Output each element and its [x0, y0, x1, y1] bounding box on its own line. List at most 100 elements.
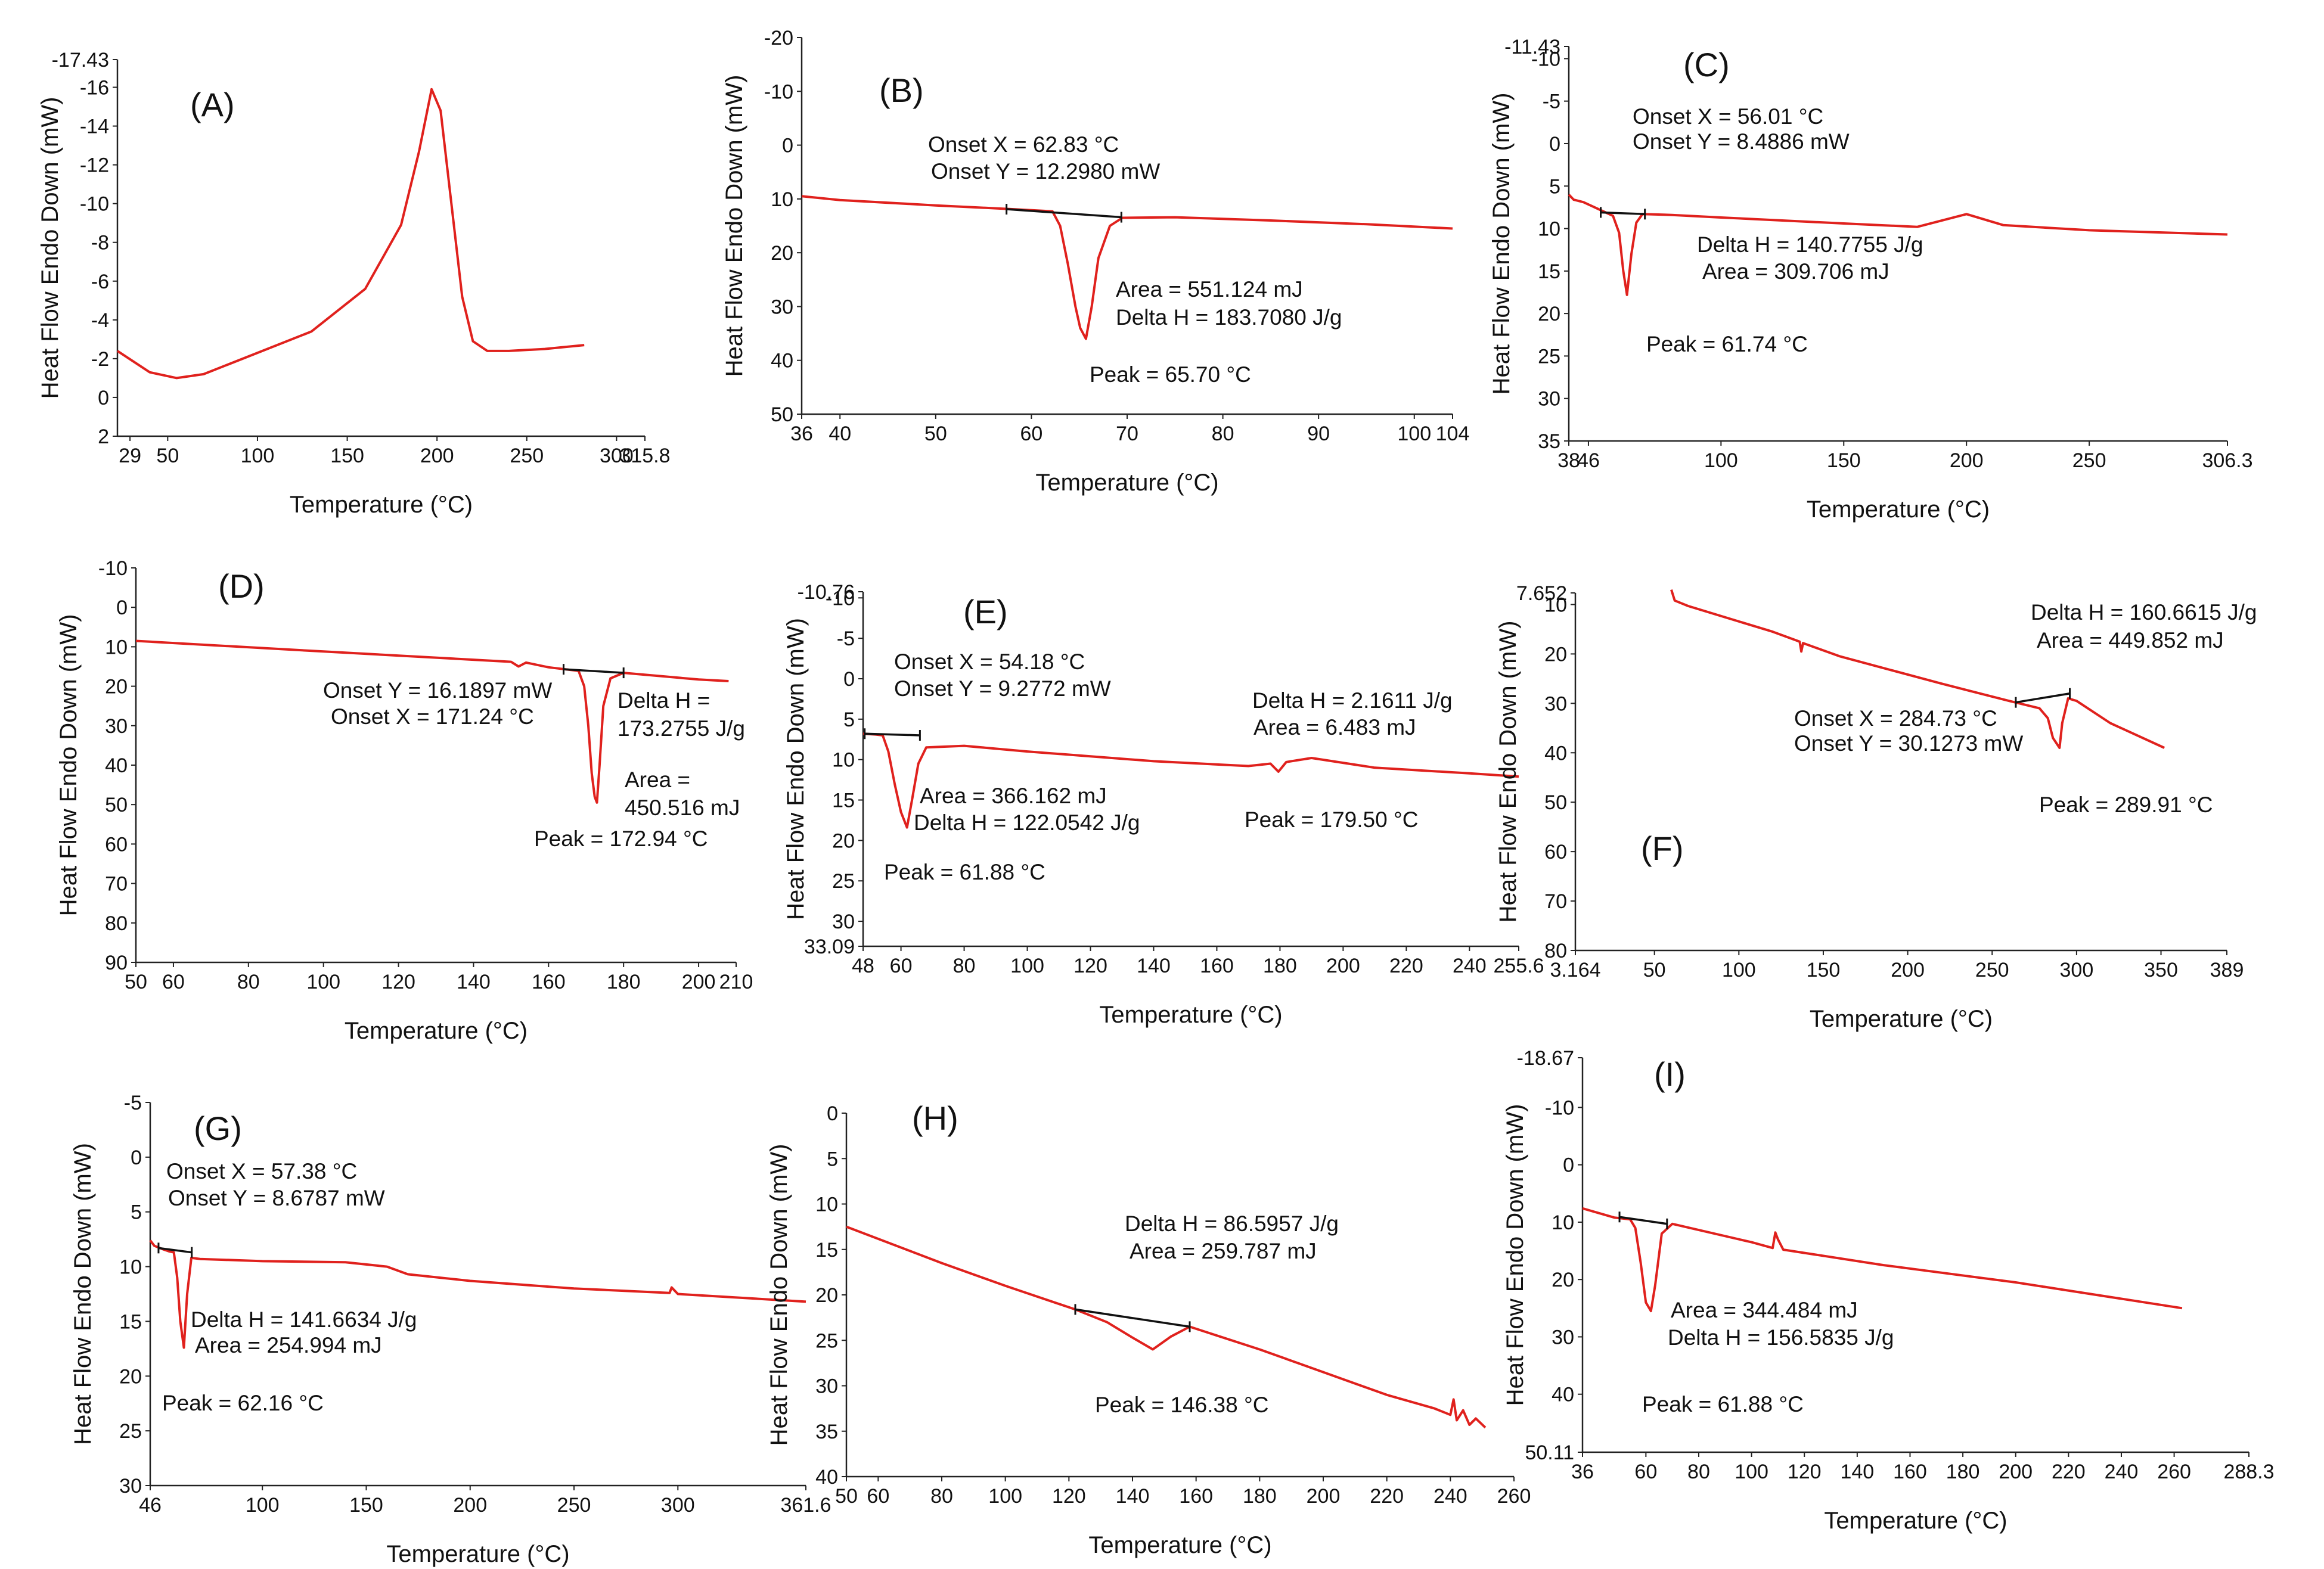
annotation-text: Peak = 179.50 °C	[1245, 807, 1418, 832]
x-tick-label: 40	[829, 422, 851, 445]
x-tick-label: 200	[1891, 959, 1925, 981]
x-tick-label: 50	[835, 1485, 858, 1508]
y-tick-label: 0	[1563, 1154, 1574, 1177]
x-axis-title: Temperature (°C)	[1035, 470, 1218, 496]
dsc-curve	[846, 1225, 1487, 1429]
annotation-text: Peak = 61.88 °C	[884, 860, 1045, 884]
y-tick-label: -5	[837, 627, 855, 650]
x-tick-label: 46	[1577, 449, 1600, 472]
integration-baseline	[864, 732, 920, 737]
y-tick-label: 40	[771, 350, 793, 372]
annotation-text: Onset Y = 12.2980 mW	[931, 159, 1160, 184]
annotation-text: Onset X = 56.01 °C	[1633, 104, 1823, 129]
x-tick-label: 50	[156, 445, 179, 467]
annotation-text: Delta H = 86.5957 J/g	[1125, 1211, 1339, 1236]
annotation-text: Onset X = 57.38 °C	[166, 1159, 357, 1183]
x-tick-label: 3.164	[1550, 959, 1600, 981]
y-tick-label: 80	[105, 912, 128, 935]
x-tick-label: 260	[1497, 1485, 1531, 1508]
y-tick-label: 80	[1544, 940, 1567, 962]
x-tick-label: 50	[924, 422, 947, 445]
y-tick-label: 5	[843, 709, 855, 731]
x-tick-label: 240	[1453, 955, 1487, 977]
x-tick-label: 100	[1704, 449, 1738, 472]
y-tick-label: 20	[1538, 303, 1560, 325]
x-tick-label: 60	[890, 955, 913, 977]
x-tick-label: 60	[867, 1485, 889, 1508]
y-axis-title: Heat Flow Endo Down (mW)	[70, 1143, 96, 1445]
panel-label: (F)	[1641, 829, 1684, 867]
annotation-text: Delta H =	[618, 688, 710, 713]
y-tick-label: 10	[771, 188, 793, 211]
x-tick-label: 200	[1326, 955, 1360, 977]
dsc-curve	[1670, 589, 2165, 749]
x-axis-title: Temperature (°C)	[1099, 1002, 1282, 1028]
x-tick-label: 255.6	[1493, 955, 1544, 977]
x-tick-label: 160	[1200, 955, 1234, 977]
annotation-text: 450.516 mJ	[625, 796, 740, 820]
annotation-text: Onset Y = 30.1273 mW	[1794, 731, 2023, 756]
y-tick-label: 33.09	[804, 936, 855, 958]
x-tick-label: 100	[306, 971, 340, 993]
x-tick-label: 100	[1010, 955, 1044, 977]
integration-baseline	[1075, 1308, 1190, 1328]
x-tick-label: 306.3	[2202, 449, 2252, 472]
x-tick-label: 150	[1807, 959, 1841, 981]
y-tick-label: 7.652	[1516, 582, 1567, 605]
x-tick-label: 46	[139, 1494, 162, 1517]
x-axis-title: Temperature (°C)	[1824, 1508, 2007, 1534]
x-tick-label: 180	[1263, 955, 1297, 977]
panel-label: (H)	[912, 1099, 958, 1137]
y-tick-label: -8	[91, 232, 109, 254]
x-tick-label: 60	[1634, 1461, 1657, 1483]
x-axis-title: Temperature (°C)	[345, 1018, 528, 1044]
y-tick-label: 15	[832, 790, 855, 812]
y-tick-label: 20	[832, 829, 855, 852]
y-tick-label: 0	[843, 668, 855, 691]
integration-baseline	[1600, 211, 1645, 216]
x-tick-label: 120	[1052, 1485, 1086, 1508]
y-tick-label: -2	[91, 348, 109, 371]
panel-label: (I)	[1654, 1055, 1686, 1093]
x-axis-title: Temperature (°C)	[1807, 496, 1990, 523]
y-tick-label: 40	[815, 1466, 838, 1489]
x-tick-label: 150	[1827, 449, 1861, 472]
y-tick-label: -11.43	[1504, 36, 1560, 58]
y-tick-label: 20	[105, 676, 128, 698]
y-axis-title: Heat Flow Endo Down (mW)	[1495, 621, 1521, 923]
y-tick-label: -20	[764, 27, 793, 49]
panel-label: (B)	[879, 72, 924, 109]
y-tick-label: -10	[826, 587, 855, 610]
y-tick-label: 15	[119, 1310, 142, 1333]
dsc-curve	[149, 1239, 806, 1349]
x-tick-label: 160	[1179, 1485, 1213, 1508]
y-tick-label: 25	[1538, 345, 1560, 368]
annotation-text: Onset X = 284.73 °C	[1794, 706, 1997, 731]
panel-i: 36 60 80 100 120 140 160 180 200 220 240 260 288.3-1…	[1502, 1047, 2275, 1534]
x-tick-label: 80	[1212, 422, 1234, 445]
x-tick-label: 140	[1137, 955, 1171, 977]
integration-baseline	[1619, 1216, 1668, 1225]
y-tick-label: 10	[1544, 594, 1567, 616]
annotation-text: Delta H = 160.6615 J/g	[2031, 600, 2257, 625]
y-tick-label: 50	[1544, 791, 1567, 814]
y-tick-label: -17.43	[52, 49, 109, 72]
panel-h: 50 60 80 100 120 140 160 180 200 220 240 260 0 5 10 15 2…	[766, 1099, 1531, 1558]
annotation-text: Peak = 289.91 °C	[2039, 793, 2213, 817]
annotation-text: Peak = 65.70 °C	[1090, 362, 1251, 387]
x-tick-label: 240	[2105, 1461, 2139, 1483]
y-tick-label: 40	[105, 754, 128, 777]
y-tick-label: 0	[98, 387, 109, 409]
annotation-text: Onset X = 171.24 °C	[331, 704, 534, 729]
x-tick-label: 250	[2072, 449, 2106, 472]
x-tick-label: 100	[1397, 422, 1431, 445]
y-tick-label: 30	[1538, 388, 1560, 411]
annotation-text: Delta H = 183.7080 J/g	[1116, 305, 1342, 330]
annotation-text: Delta H = 140.7755 J/g	[1697, 232, 1923, 257]
panel-e: 48 60 80 100 120 140 160 180 200 220 240 255.6-10.7…	[783, 581, 1544, 1028]
x-tick-label: 210	[719, 971, 753, 993]
annotation-text: Onset Y = 8.6787 mW	[168, 1186, 385, 1210]
y-tick-label: 30	[771, 296, 793, 318]
x-axis-title: Temperature (°C)	[1810, 1006, 1993, 1032]
y-tick-label: 5	[131, 1201, 142, 1224]
